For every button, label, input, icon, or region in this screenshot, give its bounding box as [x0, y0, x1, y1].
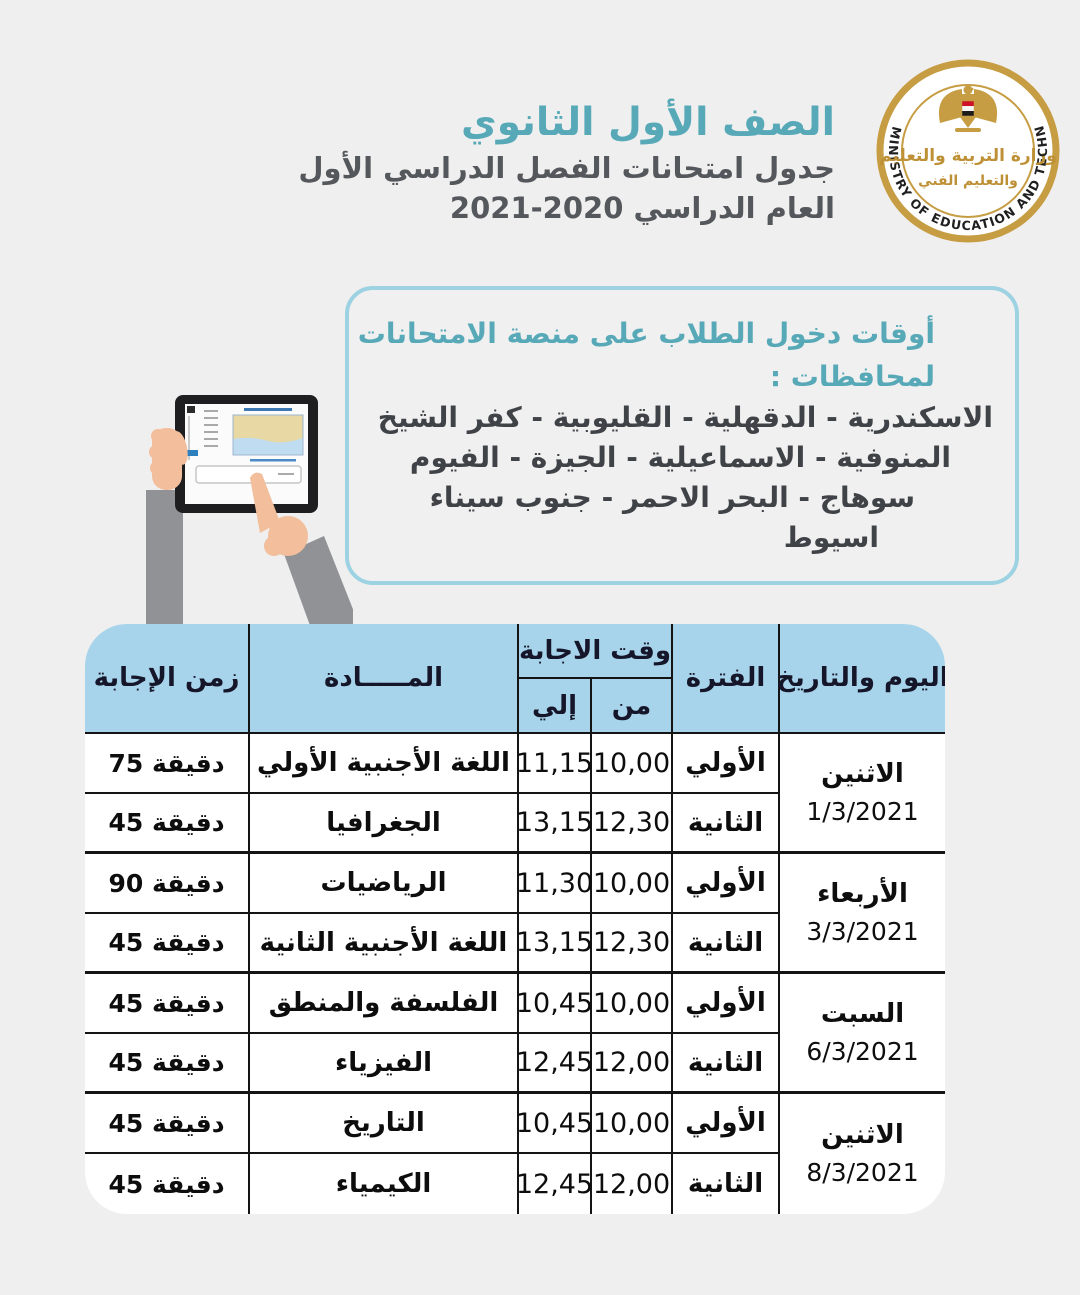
day-name: الاثنين [821, 758, 904, 789]
duration-cell: 45 دقيقة [85, 1034, 248, 1094]
duration-cell: 45 دقيقة [108, 1169, 225, 1199]
period-cell: الثانية [671, 1034, 778, 1094]
to-time-cell: 11,15 [516, 734, 593, 794]
day-name: الاثنين [821, 1120, 904, 1150]
day-cell: الأربعاء 3/3/2021 [778, 854, 945, 974]
subject-cell: الجغرافيا [248, 794, 517, 854]
column-header-duration: زمن الإجابة [85, 624, 248, 734]
column-header-subject: المـــــادة [248, 624, 517, 734]
governorates-line-3: سوهاج - البحر الاحمر - جنوب سيناء [429, 481, 915, 514]
day-date: 6/3/2021 [806, 1036, 919, 1066]
governorates-line-1: الاسكندرية - الدقهلية - القليوبية - كفر … [377, 401, 993, 434]
period-cell: الأولي [671, 734, 778, 794]
left-arm-sleeve [146, 490, 183, 642]
column-header-answer-time: وقت الاجابة [517, 624, 671, 679]
header-titles: الصف الأول الثانوي جدول امتحانات الفصل ا… [298, 98, 835, 228]
right-arm-sleeve [284, 536, 366, 642]
day-cell: السبت 6/3/2021 [778, 974, 945, 1094]
subject-cell: اللغة الأجنبية الأولي [248, 734, 517, 794]
logo-arabic-line2: والتعليم الفني [918, 173, 1018, 189]
subject-cell: الرياضيات [248, 854, 517, 914]
page-title: الصف الأول الثانوي [461, 100, 835, 145]
column-header-day-date: اليوم والتاريخ [776, 624, 945, 734]
duration-cell: 45 دقيقة [85, 974, 248, 1034]
ministry-seal-graphic: MINISTRY OF EDUCATION AND TECHNICAL EDUC… [866, 43, 1060, 243]
to-time-cell: 11,30 [516, 854, 593, 914]
answer-box [195, 465, 302, 484]
subject-cell: الفيزياء [248, 1034, 517, 1094]
governorates-line-2: المنوفية - الاسماعيلية - الجيزة - الفيوم [409, 441, 951, 474]
subject-cell: التاريخ [248, 1094, 517, 1154]
subject-cell: الكيمياء [248, 1154, 517, 1214]
day-name: الأربعاء [817, 878, 908, 909]
pointing-hand [250, 472, 308, 556]
duration-cell: 45 دقيقة [85, 794, 248, 854]
logo-arabic-line1: وزارة التربية والتعليم [879, 146, 1057, 166]
exam-schedule-table: اليوم والتاريخ الفترة وقت الاجابة من إلي… [85, 624, 945, 1214]
period-cell: الثانية [671, 794, 778, 854]
from-time-cell: 10,00 [590, 734, 671, 794]
duration-cell: 45 دقيقة [85, 914, 248, 974]
to-time-cell: 10,45 [516, 974, 593, 1034]
from-time-cell: 12,30 [590, 914, 671, 974]
period-cell: الثانية [671, 914, 778, 974]
to-time-cell: 13,15 [516, 914, 593, 974]
from-time-cell: 12,00 [590, 1154, 671, 1214]
from-time-cell: 12,30 [590, 794, 671, 854]
eagle-emblem-icon [938, 85, 998, 132]
day-date: 8/3/2021 [806, 1158, 919, 1187]
subject-cell: اللغة الأجنبية الثانية [248, 914, 517, 974]
to-time-cell: 13,15 [516, 794, 593, 854]
platform-entry-times-box: أوقات دخول الطلاب على منصة الامتحانات لم… [345, 286, 1019, 585]
ministry-logo: MINISTRY OF EDUCATION AND TECHNICAL EDUC… [866, 43, 1064, 247]
period-cell: الثانية [671, 1154, 778, 1214]
seal-outer-ring [876, 59, 1060, 243]
from-time-cell: 10,00 [590, 854, 671, 914]
day-cell: الاثنين 8/3/2021 [778, 1094, 945, 1214]
duration-cell: 90 دقيقة [85, 854, 248, 914]
notice-heading-line2: لمحافظات : [769, 360, 935, 393]
column-header-period: الفترة [671, 624, 778, 734]
page-subtitle: جدول امتحانات الفصل الدراسي الأول [298, 151, 835, 185]
day-date: 3/3/2021 [806, 916, 919, 946]
to-time-cell: 12,45 [516, 1034, 593, 1094]
column-header-to: إلي [517, 679, 590, 734]
tablet-hands-graphic [146, 395, 366, 642]
period-cell: الأولي [671, 1094, 778, 1154]
tablet-illustration [138, 386, 366, 642]
holding-hand [149, 428, 188, 490]
page-subtitle-year: العام الدراسي 2020-2021 [449, 191, 835, 225]
day-cell: الاثنين 1/3/2021 [778, 734, 945, 854]
governorates-line-4: اسيوط [783, 521, 879, 554]
column-header-from: من [590, 679, 671, 734]
period-cell: الأولي [671, 974, 778, 1034]
exam-app-screen [186, 406, 304, 484]
period-cell: الأولي [671, 854, 778, 914]
from-time-cell: 12,00 [590, 1034, 671, 1094]
notice-heading-line1: أوقات دخول الطلاب على منصة الامتحانات [357, 317, 935, 350]
to-time-cell: 12,45 [516, 1154, 593, 1214]
subject-cell: الفلسفة والمنطق [248, 974, 517, 1034]
from-time-cell: 10,00 [590, 974, 671, 1034]
from-time-cell: 10,00 [590, 1094, 671, 1154]
duration-cell: 75 دقيقة [85, 734, 248, 794]
to-time-cell: 10,45 [516, 1094, 593, 1154]
day-date: 1/3/2021 [806, 796, 919, 826]
duration-cell: 45 دقيقة [85, 1094, 248, 1154]
day-name: السبت [820, 998, 905, 1029]
